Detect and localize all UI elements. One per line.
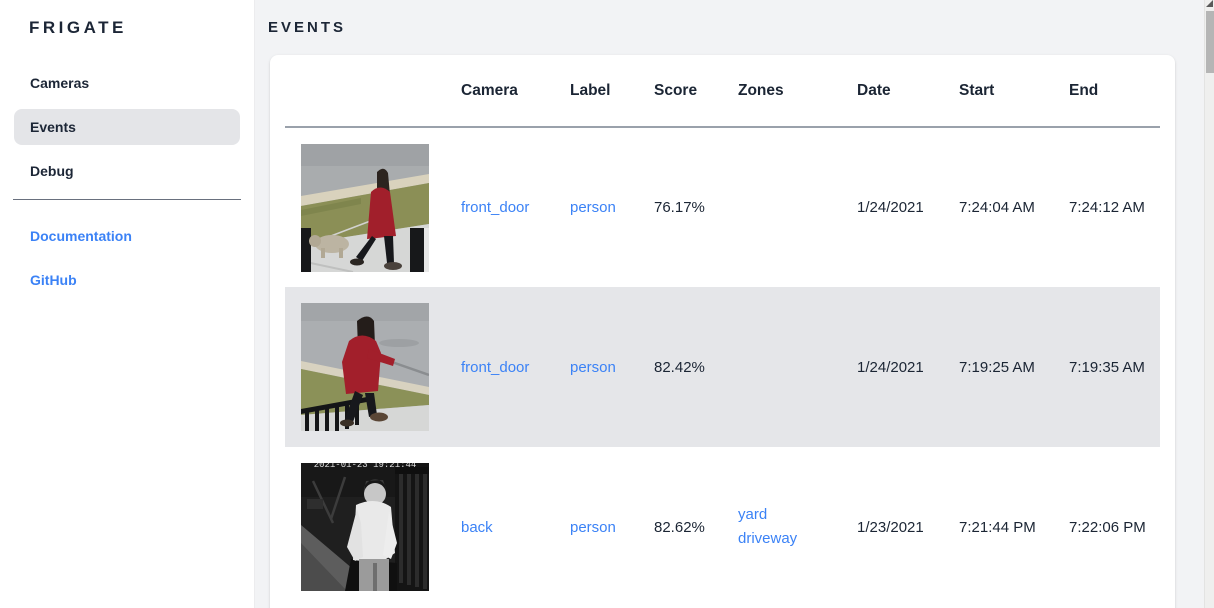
event-thumbnail[interactable] [301,303,429,431]
scrollbar-up-arrow-icon[interactable] [1206,0,1213,7]
score-value: 82.62% [654,518,705,536]
start-value: 7:24:04 AM [959,199,1035,216]
thumbnail-person-red-coat-dog [301,143,429,272]
sidebar-item-cameras[interactable]: Cameras [30,75,90,91]
camera-link[interactable]: front_door [461,199,530,216]
column-score: Score [654,55,738,128]
end-value: 7:22:06 PM [1069,518,1146,536]
event-thumbnail[interactable] [301,143,429,272]
zones-cell: yard driveway [738,447,857,607]
thumbnail-timestamp-overlay: 2021-01-23 19:21:44 [314,463,417,470]
zone-link-driveway[interactable]: driveway [738,530,798,547]
vertical-scrollbar[interactable] [1204,0,1214,608]
page-title: EVENTS [268,19,347,36]
main-content: EVENTS Camera Label Score Zones Date Sta… [255,0,1214,608]
column-zones: Zones [738,55,857,128]
score-value: 82.42% [654,287,738,447]
event-row[interactable]: front_door person 76.17% 1/24/2021 7:24:… [285,127,1160,287]
column-date: Date [857,55,959,128]
column-label: Label [570,55,654,128]
end-value: 7:19:35 AM [1069,287,1160,447]
label-link[interactable]: person [570,199,616,216]
start-value: 7:21:44 PM [959,518,1036,536]
scrollbar-thumb[interactable] [1206,11,1214,73]
thumbnail-person-red-hoodie [301,303,429,431]
thumbnail-person-night-ir: 2021-01-23 19:21:44 [301,463,429,591]
events-card: Camera Label Score Zones Date Start End [270,55,1175,608]
sidebar-nav: Cameras Events Debug Documentation GitHu… [0,65,254,298]
sidebar: FRIGATE Cameras Events Debug Documentati… [0,0,255,608]
label-link[interactable]: person [570,518,616,536]
column-thumbnail [285,55,461,128]
camera-link[interactable]: back [461,518,493,536]
date-value: 1/24/2021 [857,287,959,447]
date-value: 1/23/2021 [857,518,924,536]
end-value: 7:24:12 AM [1069,199,1145,216]
score-value: 76.17% [654,199,705,216]
sidebar-item-events[interactable]: Events [14,109,240,145]
zones-cell [738,287,857,447]
app-logo: FRIGATE [29,18,127,37]
table-header-row: Camera Label Score Zones Date Start End [285,55,1160,128]
sidebar-link-github[interactable]: GitHub [30,272,77,288]
sidebar-item-debug[interactable]: Debug [30,163,74,179]
date-value: 1/24/2021 [857,199,924,216]
event-row-selected[interactable]: front_door person 82.42% 1/24/2021 7:19:… [285,287,1160,447]
event-row[interactable]: 2021-01-23 19:21:44 back person 82.62% y… [285,447,1160,607]
sidebar-divider [13,199,241,200]
event-thumbnail[interactable]: 2021-01-23 19:21:44 [301,463,429,591]
camera-link[interactable]: front_door [461,358,530,376]
column-end: End [1069,55,1160,128]
zones-cell [738,127,857,287]
start-value: 7:19:25 AM [959,287,1069,447]
zone-link-yard[interactable]: yard [738,506,768,523]
events-table: Camera Label Score Zones Date Start End [285,55,1160,607]
column-camera: Camera [461,55,570,128]
label-link[interactable]: person [570,358,616,376]
column-start: Start [959,55,1069,128]
sidebar-link-documentation[interactable]: Documentation [30,228,132,244]
